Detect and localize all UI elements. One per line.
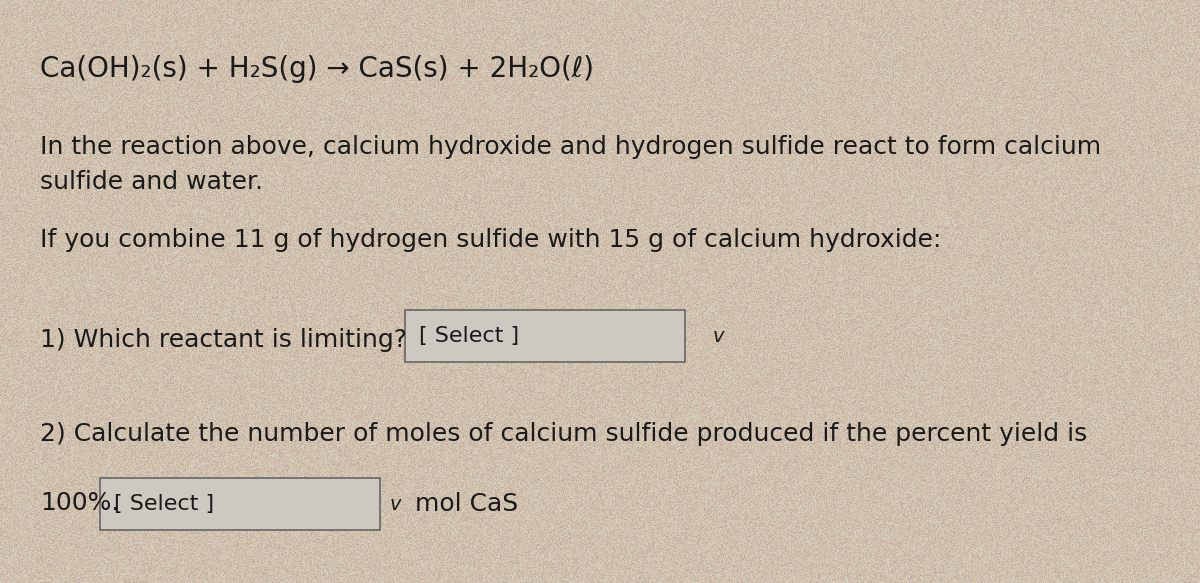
Text: 100%.: 100%.	[40, 491, 119, 515]
Text: [ Select ]: [ Select ]	[419, 326, 520, 346]
Text: sulfide and water.: sulfide and water.	[40, 170, 263, 194]
Text: In the reaction above, calcium hydroxide and hydrogen sulfide react to form calc: In the reaction above, calcium hydroxide…	[40, 135, 1102, 159]
Text: 1) Which reactant is limiting?: 1) Which reactant is limiting?	[40, 328, 407, 352]
Text: If you combine 11 g of hydrogen sulfide with 15 g of calcium hydroxide:: If you combine 11 g of hydrogen sulfide …	[40, 228, 941, 252]
Text: 2) Calculate the number of moles of calcium sulfide produced if the percent yiel: 2) Calculate the number of moles of calc…	[40, 422, 1087, 446]
FancyBboxPatch shape	[406, 310, 685, 362]
FancyBboxPatch shape	[100, 478, 380, 530]
Text: v: v	[713, 326, 725, 346]
Text: mol CaS: mol CaS	[415, 492, 518, 516]
Text: v: v	[390, 494, 402, 514]
Text: [ Select ]: [ Select ]	[114, 494, 214, 514]
Text: Ca(OH)₂(s) + H₂S(g) → CaS(s) + 2H₂O(ℓ): Ca(OH)₂(s) + H₂S(g) → CaS(s) + 2H₂O(ℓ)	[40, 55, 594, 83]
